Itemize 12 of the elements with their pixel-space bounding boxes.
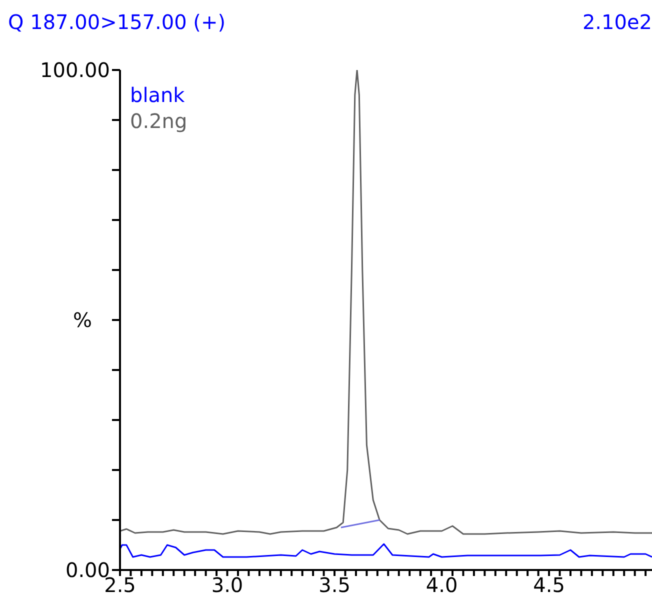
x-tick-label: 4.0 — [426, 573, 458, 598]
line-series — [120, 70, 652, 535]
y-tick-label: 100.00 — [40, 58, 110, 82]
text: 2.10e2 — [582, 10, 652, 36]
x-tick-label: 3.5 — [318, 573, 350, 598]
x-tick-label: 3.0 — [211, 573, 244, 598]
line-series — [120, 543, 652, 558]
chart-title: Q 187.00>157.00 (+) — [8, 10, 226, 36]
text: 0.2ng — [130, 108, 188, 134]
text: blank — [130, 82, 186, 108]
y-axis-title: % — [73, 308, 92, 332]
x-tick-label: 4.5 — [533, 573, 565, 598]
